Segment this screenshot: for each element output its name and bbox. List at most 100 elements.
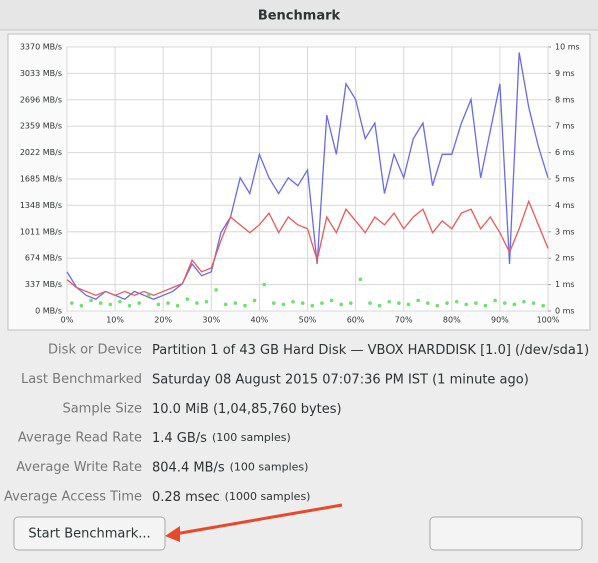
access-point — [281, 302, 286, 307]
field-value-text: 0.28 msec — [152, 490, 220, 505]
y2-tick-label: 10 ms — [555, 43, 580, 52]
y2-tick-label: 7 ms — [555, 122, 575, 131]
access-point — [300, 301, 305, 305]
field-label: Average Access Time — [4, 490, 142, 505]
field-value: 1.4 GB/s (100 samples) — [152, 431, 291, 446]
field-value-text: Saturday 08 August 2015 07:07:36 PM IST … — [152, 372, 529, 387]
x-tick-label: 0% — [61, 316, 74, 325]
rate-line — [66, 52, 549, 300]
y-tick-label: 1685 MB/s — [20, 175, 62, 184]
x-tick-label: 30% — [202, 316, 220, 325]
info-table: Disk or Device Partition 1 of 43 GB Hard … — [4, 343, 589, 505]
access-point — [339, 302, 343, 307]
access-point — [522, 299, 526, 304]
field-value: Saturday 08 August 2015 07:07:36 PM IST … — [152, 372, 529, 387]
close-button[interactable] — [429, 516, 583, 551]
field-value: Partition 1 of 43 GB Hard Disk — VBOX HA… — [152, 343, 589, 358]
field-value: 804.4 MB/s (100 samples) — [152, 460, 308, 475]
x-tick-label: 40% — [251, 316, 269, 325]
y-tick-label: 2022 MB/s — [20, 148, 62, 157]
access-point — [474, 301, 478, 305]
field-label: Sample Size — [62, 401, 142, 416]
access-point — [377, 303, 382, 308]
y2-tick-label: 1 ms — [555, 280, 575, 289]
x-tick-label: 70% — [395, 316, 413, 325]
access-point — [252, 298, 257, 303]
access-point — [512, 302, 517, 307]
access-point — [118, 299, 122, 304]
access-point — [233, 301, 238, 305]
chart: 0 MB/s 337 MB/s 674 MB/s 1011 MB/s 1348 MB/s… — [20, 43, 580, 325]
access-point — [166, 301, 170, 305]
field-label: Average Read Rate — [18, 431, 142, 446]
arrow-head — [165, 526, 180, 542]
access-point — [502, 301, 507, 305]
access-point — [185, 297, 190, 301]
y-tick-label: 3370 MB/s — [20, 43, 62, 52]
access-point — [397, 301, 401, 305]
y2-tick-label: 2 ms — [555, 254, 575, 263]
access-point — [223, 302, 228, 307]
y-tick-label: 1348 MB/s — [20, 201, 62, 210]
y-tick-label: 337 MB/s — [25, 280, 62, 289]
access-point — [79, 303, 84, 308]
field-value-text: 804.4 MB/s — [152, 460, 225, 475]
x-tick-label: 80% — [443, 316, 461, 325]
access-point — [146, 293, 151, 297]
y2-tick-label: 0 ms — [555, 307, 575, 316]
access-point — [204, 299, 209, 304]
x-tick-label: 60% — [347, 316, 365, 325]
access-point — [195, 301, 199, 305]
x-tick-label: 10% — [106, 316, 124, 325]
x-tick-label: 50% — [299, 316, 317, 325]
title-bar — [0, 0, 598, 30]
access-point — [127, 303, 132, 308]
access-point — [445, 301, 449, 305]
access-point — [464, 302, 469, 307]
access-point — [435, 303, 440, 308]
field-value-text: 1.4 GB/s — [152, 431, 207, 446]
access-point — [89, 298, 93, 303]
y-tick-label: 2696 MB/s — [20, 95, 62, 104]
access-point — [454, 299, 459, 304]
access-point — [531, 301, 536, 305]
dialog-title: Benchmark — [258, 9, 341, 24]
access-point — [291, 299, 295, 304]
y2-tick-label: 6 ms — [555, 148, 575, 157]
access-point — [358, 277, 363, 282]
access-point — [425, 301, 430, 305]
access-point — [406, 302, 411, 307]
y2-tick-label: 5 ms — [555, 175, 575, 184]
field-value-text: 10.0 MiB (1,04,85,760 bytes) — [152, 401, 342, 416]
field-value-text: Partition 1 of 43 GB Hard Disk — VBOX HA… — [152, 343, 589, 358]
x-tick-label: 20% — [154, 316, 172, 325]
field-label: Last Benchmarked — [21, 372, 142, 387]
x-tick-label: 100% — [537, 316, 560, 325]
access-point — [214, 288, 218, 292]
access-point — [98, 301, 103, 305]
x-tick-label: 90% — [491, 316, 509, 325]
access-point — [243, 303, 247, 308]
access-point — [137, 301, 141, 305]
y-tick-label: 674 MB/s — [25, 254, 62, 263]
field-label: Disk or Device — [48, 343, 142, 358]
access-point — [483, 303, 488, 308]
access-point — [310, 303, 315, 308]
y-tick-label: 0 MB/s — [35, 307, 62, 316]
field-value: 0.28 msec (1000 samples) — [152, 490, 310, 505]
start-benchmark-label[interactable]: Start Benchmark... — [28, 527, 150, 542]
start-benchmark-button[interactable] — [13, 516, 166, 551]
access-point — [108, 302, 113, 307]
y2-tick-label: 3 ms — [555, 227, 575, 236]
access-point — [262, 282, 267, 287]
access-point — [416, 298, 420, 303]
field-note: (100 samples) — [230, 461, 309, 474]
access-point — [541, 303, 545, 308]
y2-tick-label: 4 ms — [555, 201, 575, 210]
access-point — [368, 301, 372, 305]
field-value: 10.0 MiB (1,04,85,760 bytes) — [152, 401, 342, 416]
y-tick-label: 1011 MB/s — [20, 227, 62, 236]
access-point — [493, 298, 497, 303]
rate-line — [66, 199, 549, 297]
